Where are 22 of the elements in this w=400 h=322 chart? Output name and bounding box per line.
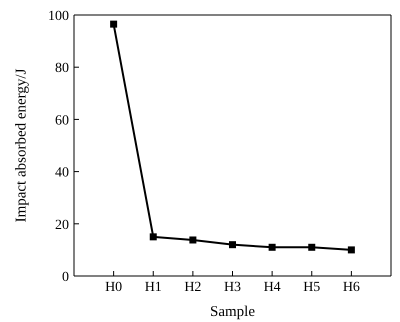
point [150, 233, 157, 240]
x-tick-label: H2 [184, 280, 202, 295]
y-tick-label: 0 [62, 270, 69, 285]
y-tick-label: 100 [48, 8, 69, 24]
point [308, 244, 316, 251]
y-tick-label: 80 [55, 61, 69, 76]
x-tick-label: H3 [224, 280, 242, 295]
y-axis-title: Impact absorbed energy/J [13, 68, 30, 222]
point [229, 241, 236, 248]
x-tick-label: H0 [105, 280, 122, 295]
point [268, 244, 276, 251]
x-tick-label: H1 [144, 280, 162, 295]
y-tick-label: 20 [55, 218, 69, 233]
point [110, 20, 118, 28]
y-tick-label: 60 [55, 113, 69, 128]
x-tick-label: H5 [303, 280, 320, 295]
x-tick-label: H6 [342, 280, 360, 295]
point [348, 246, 355, 254]
y-tick-label: 40 [55, 166, 69, 181]
x-axis-title: Sample [210, 304, 256, 320]
x-tick-label: H4 [264, 280, 281, 295]
point [189, 236, 196, 244]
